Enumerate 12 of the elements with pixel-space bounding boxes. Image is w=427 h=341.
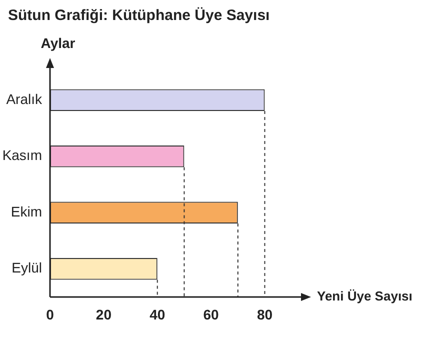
y-axis-title: Aylar — [40, 34, 76, 51]
x-tick-label: 0 — [46, 306, 54, 322]
x-axis-title: Yeni Üye Sayısı — [317, 288, 412, 304]
y-tick-label: Ekim — [10, 203, 42, 220]
x-tick-label: 20 — [96, 306, 112, 322]
x-tick-label: 60 — [203, 306, 220, 322]
y-tick-label: Kasım — [2, 147, 42, 164]
y-tick-label: Aralık — [6, 90, 43, 107]
x-tick-label: 80 — [256, 306, 273, 322]
y-tick-label: Eylül — [12, 260, 42, 276]
x-tick-label: 40 — [150, 306, 166, 322]
chart-title: Sütun Grafiği: Kütüphane Üye Sayısı — [8, 7, 270, 24]
